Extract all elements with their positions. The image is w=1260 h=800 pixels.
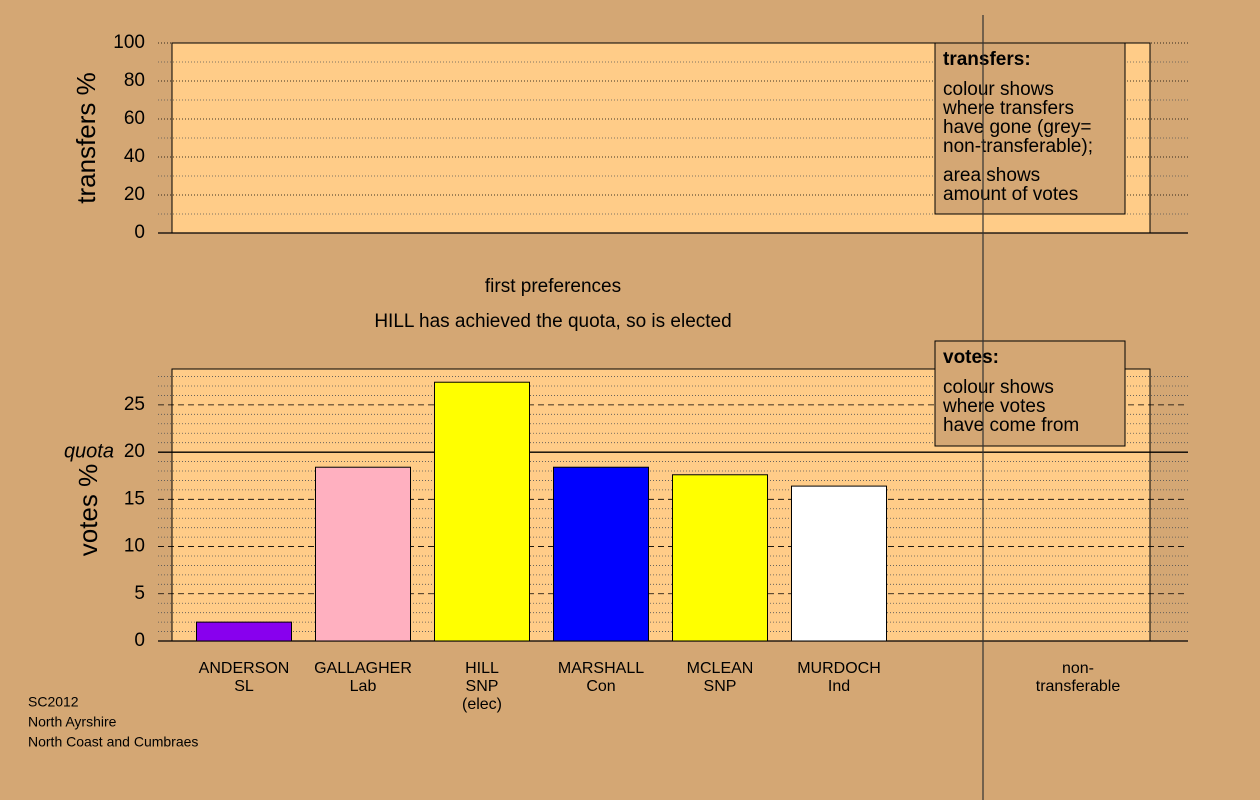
footer-text: North Coast and Cumbraes <box>28 734 198 750</box>
y-tick-label: 10 <box>124 536 145 557</box>
x-tick-label: ANDERSON <box>199 660 290 677</box>
x-tick-label: SNP <box>466 678 499 695</box>
legend-text: colour shows <box>943 79 1054 100</box>
y-tick-label: 5 <box>134 583 145 604</box>
legend-text: have come from <box>943 415 1079 436</box>
x-tick-label: Con <box>586 678 615 695</box>
quota-label: quota <box>64 440 114 462</box>
bar <box>315 466 411 642</box>
y-tick-label: 20 <box>124 441 145 462</box>
legend-text: where votes <box>942 396 1045 417</box>
y-tick-label: 15 <box>124 488 145 509</box>
heading: first preferences <box>485 276 621 297</box>
x-tick-label: MARSHALL <box>558 660 644 677</box>
y-tick-label: 40 <box>124 146 145 167</box>
y-tick-label: 0 <box>134 630 145 651</box>
y-tick-label: 0 <box>134 222 145 243</box>
legend-text: where transfers <box>942 98 1074 119</box>
y-tick-label: 100 <box>113 32 145 53</box>
footer-text: SC2012 <box>28 694 79 710</box>
y-tick-label: 60 <box>124 108 145 129</box>
legend-text: have gone (grey= <box>943 117 1091 138</box>
x-tick-label: MURDOCH <box>797 660 881 677</box>
y-tick-label: 20 <box>124 184 145 205</box>
y-axis-title: transfers % <box>71 72 101 204</box>
x-tick-label: HILL <box>465 660 499 677</box>
bar <box>791 485 887 642</box>
bar <box>553 466 649 642</box>
bar <box>434 381 530 642</box>
x-tick-label: Ind <box>828 678 850 695</box>
bar <box>672 474 768 642</box>
x-tick-label: GALLAGHER <box>314 660 412 677</box>
x-tick-label: non- <box>1062 660 1094 677</box>
legend-box <box>934 42 1126 215</box>
x-tick-label: SNP <box>704 678 737 695</box>
bar <box>196 621 292 642</box>
x-tick-label: (elec) <box>462 696 502 713</box>
x-tick-label: Lab <box>350 678 377 695</box>
x-tick-label: SL <box>234 678 254 695</box>
footer-text: North Ayrshire <box>28 714 117 730</box>
legend-text: colour shows <box>943 377 1054 398</box>
legend-title: votes: <box>943 347 999 368</box>
x-tick-label: MCLEAN <box>687 660 754 677</box>
legend-box <box>934 340 1126 447</box>
y-tick-label: 80 <box>124 70 145 91</box>
legend-text: area shows <box>943 165 1040 186</box>
heading: HILL has achieved the quota, so is elect… <box>374 311 731 332</box>
y-axis-title: votes % <box>73 464 103 557</box>
y-tick-label: 25 <box>124 394 145 415</box>
x-tick-label: transferable <box>1036 678 1121 695</box>
legend-text: amount of votes <box>943 184 1078 205</box>
legend-text: non-transferable); <box>943 136 1093 157</box>
legend-title: transfers: <box>943 49 1031 70</box>
